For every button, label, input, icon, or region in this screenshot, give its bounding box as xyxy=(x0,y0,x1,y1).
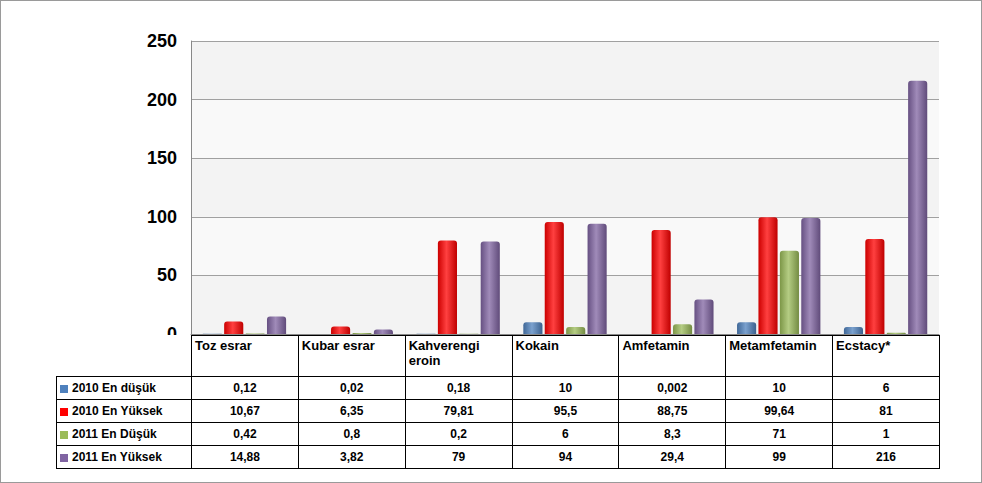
html-text:99,64: 99,64 xyxy=(764,404,795,418)
html-text:1: 1 xyxy=(882,427,890,441)
svg-text:200: 200 xyxy=(147,90,177,110)
html-text:216: 216 xyxy=(876,450,896,464)
html-text:0,2: 0,2 xyxy=(450,427,467,441)
html-text:0,12: 0,12 xyxy=(233,381,257,395)
svg-text:250: 250 xyxy=(147,31,177,51)
svg-text:0: 0 xyxy=(167,324,177,344)
html-text:6: 6 xyxy=(562,427,569,441)
html-text:79,81: 79,81 xyxy=(443,404,474,418)
html-text:88,75: 88,75 xyxy=(657,404,688,418)
html-text:10: 10 xyxy=(772,381,786,395)
html-text:81: 81 xyxy=(879,404,893,418)
html-text:Kubar esrar: Kubar esrar xyxy=(301,338,375,353)
html-text:94: 94 xyxy=(558,450,573,464)
html-text:2011 En Düşük: 2011 En Düşük xyxy=(72,427,157,441)
html-text:Toz esrar: Toz esrar xyxy=(195,338,252,353)
html-text:Kahverengi eroin: Kahverengi eroin xyxy=(408,338,480,368)
html-text:0,8: 0,8 xyxy=(343,427,361,441)
svg-text:150: 150 xyxy=(147,148,177,168)
html-text:Kokain: Kokain xyxy=(515,338,559,353)
html-text:95,5: 95,5 xyxy=(553,404,578,418)
html-text:0,42: 0,42 xyxy=(233,427,257,441)
svg-text:50: 50 xyxy=(157,265,177,285)
html-text:2010 En Yüksek: 2010 En Yüksek xyxy=(72,404,163,418)
html-text:6: 6 xyxy=(882,381,890,395)
html-text:0,002: 0,002 xyxy=(657,381,688,395)
html-text:10: 10 xyxy=(558,381,573,395)
svg-text:100: 100 xyxy=(147,207,177,227)
html-text:71: 71 xyxy=(772,427,786,441)
html-text:99: 99 xyxy=(772,450,786,464)
html-text:Metamfetamin: Metamfetamin xyxy=(729,338,817,353)
html-text:6,35: 6,35 xyxy=(340,404,364,418)
html-text:Amfetamin: Amfetamin xyxy=(622,338,690,353)
html-text:Ecstacy*: Ecstacy* xyxy=(836,338,891,353)
html-text:2011 En Yüksek: 2011 En Yüksek xyxy=(72,450,162,464)
html-text:10,67: 10,67 xyxy=(229,404,260,418)
html-text:0,02: 0,02 xyxy=(340,381,364,395)
html-text:29,4: 29,4 xyxy=(660,450,684,464)
html-text:2010 En düşük: 2010 En düşük xyxy=(72,381,156,395)
html-text:8,3: 8,3 xyxy=(664,427,681,441)
html-text:3,82: 3,82 xyxy=(340,450,364,464)
html-text:0,18: 0,18 xyxy=(446,381,471,395)
html-text:14,88: 14,88 xyxy=(229,450,260,464)
html-text:79: 79 xyxy=(451,450,466,464)
